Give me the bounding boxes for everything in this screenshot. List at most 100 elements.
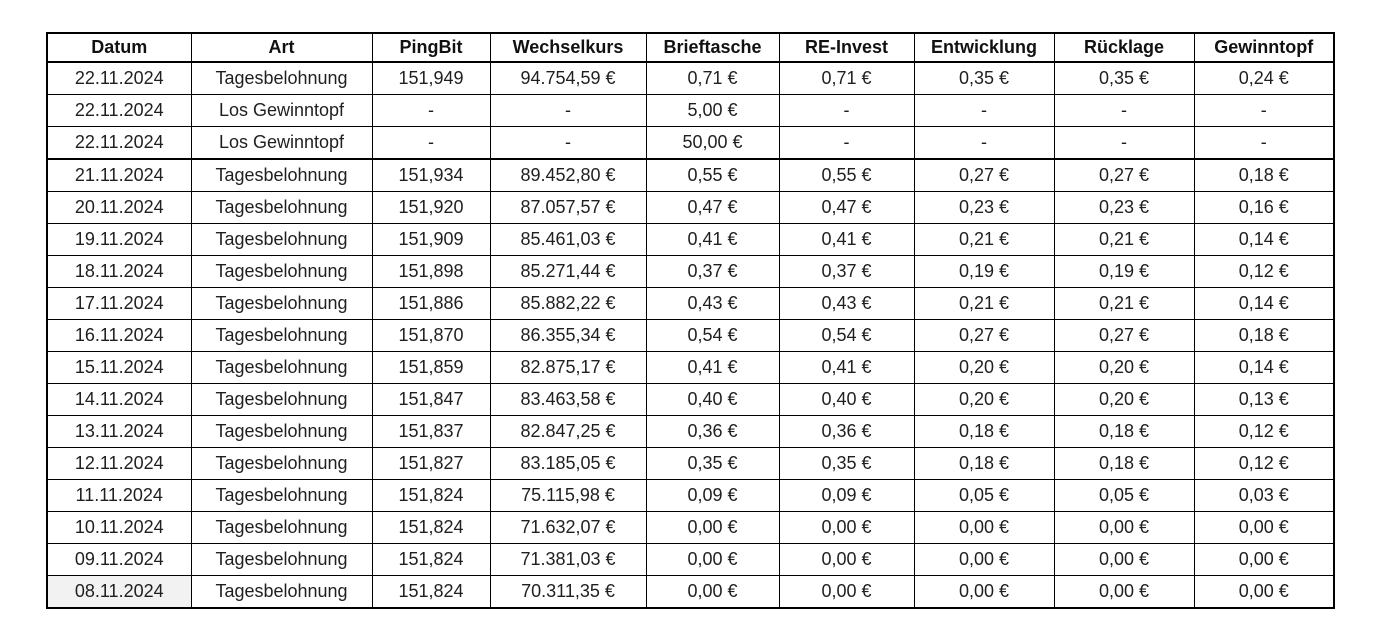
table-cell[interactable]: 0,00 € <box>913 543 1055 576</box>
table-cell[interactable]: 87.057,57 € <box>489 191 647 224</box>
table-cell[interactable]: 151,934 <box>371 158 491 192</box>
table-cell[interactable]: 0,18 € <box>1193 158 1335 192</box>
table-cell[interactable]: - <box>1193 126 1335 160</box>
table-cell[interactable]: 82.875,17 € <box>489 351 647 384</box>
table-cell[interactable]: 0,21 € <box>1053 223 1195 256</box>
table-cell[interactable]: Tagesbelohnung <box>190 351 373 384</box>
table-cell[interactable]: Tagesbelohnung <box>190 223 373 256</box>
table-cell[interactable]: 151,949 <box>371 61 491 95</box>
table-cell[interactable]: 71.381,03 € <box>489 543 647 576</box>
table-cell[interactable]: 0,41 € <box>778 351 915 384</box>
table-cell[interactable]: 13.11.2024 <box>46 415 192 448</box>
table-cell[interactable]: 0,00 € <box>778 543 915 576</box>
table-cell[interactable]: 0,21 € <box>1053 287 1195 320</box>
table-cell[interactable]: 0,20 € <box>1053 351 1195 384</box>
table-cell[interactable]: 83.463,58 € <box>489 383 647 416</box>
table-cell[interactable]: - <box>913 126 1055 160</box>
table-cell[interactable]: 151,920 <box>371 191 491 224</box>
table-cell[interactable]: 11.11.2024 <box>46 479 192 512</box>
table-cell[interactable]: 0,20 € <box>1053 383 1195 416</box>
table-cell[interactable]: 0,43 € <box>645 287 780 320</box>
active-cell[interactable]: 08.11.2024 <box>46 575 192 609</box>
table-cell[interactable]: 0,18 € <box>1193 319 1335 352</box>
table-cell[interactable]: Tagesbelohnung <box>190 383 373 416</box>
table-cell[interactable]: 14.11.2024 <box>46 383 192 416</box>
table-cell[interactable]: 0,47 € <box>778 191 915 224</box>
table-cell[interactable]: 0,18 € <box>1053 415 1195 448</box>
table-cell[interactable]: 20.11.2024 <box>46 191 192 224</box>
table-cell[interactable]: 0,71 € <box>645 61 780 95</box>
table-cell[interactable]: 22.11.2024 <box>46 126 192 160</box>
column-header-wechselkurs[interactable]: Wechselkurs <box>489 32 647 63</box>
table-cell[interactable]: 0,41 € <box>778 223 915 256</box>
table-cell[interactable]: 82.847,25 € <box>489 415 647 448</box>
table-cell[interactable]: 0,35 € <box>645 447 780 480</box>
table-cell[interactable]: 0,54 € <box>778 319 915 352</box>
table-cell[interactable]: 0,00 € <box>1053 511 1195 544</box>
table-cell[interactable]: 0,36 € <box>645 415 780 448</box>
table-cell[interactable]: 0,55 € <box>778 158 915 192</box>
table-cell[interactable]: 50,00 € <box>645 126 780 160</box>
table-cell[interactable]: 0,40 € <box>778 383 915 416</box>
table-cell[interactable]: 21.11.2024 <box>46 158 192 192</box>
table-cell[interactable]: - <box>371 94 491 127</box>
table-cell[interactable]: 94.754,59 € <box>489 61 647 95</box>
table-cell[interactable]: 0,27 € <box>1053 158 1195 192</box>
table-cell[interactable]: 0,05 € <box>913 479 1055 512</box>
table-cell[interactable]: Tagesbelohnung <box>190 191 373 224</box>
table-cell[interactable]: Tagesbelohnung <box>190 543 373 576</box>
table-cell[interactable]: 89.452,80 € <box>489 158 647 192</box>
table-cell[interactable]: 151,824 <box>371 511 491 544</box>
table-cell[interactable]: Tagesbelohnung <box>190 575 373 609</box>
column-header-entwicklung[interactable]: Entwicklung <box>913 32 1055 63</box>
table-cell[interactable]: Tagesbelohnung <box>190 255 373 288</box>
table-cell[interactable]: 0,16 € <box>1193 191 1335 224</box>
table-cell[interactable]: - <box>489 94 647 127</box>
table-cell[interactable]: 0,00 € <box>778 511 915 544</box>
table-cell[interactable]: 151,847 <box>371 383 491 416</box>
table-cell[interactable]: 85.461,03 € <box>489 223 647 256</box>
table-cell[interactable]: 0,00 € <box>1193 575 1335 609</box>
table-cell[interactable]: Los Gewinntopf <box>190 94 373 127</box>
table-cell[interactable]: 85.271,44 € <box>489 255 647 288</box>
table-cell[interactable]: 0,21 € <box>913 287 1055 320</box>
table-cell[interactable]: - <box>913 94 1055 127</box>
table-cell[interactable]: 22.11.2024 <box>46 61 192 95</box>
table-cell[interactable]: 0,27 € <box>913 158 1055 192</box>
table-cell[interactable]: 0,35 € <box>1053 61 1195 95</box>
table-cell[interactable]: - <box>778 126 915 160</box>
table-cell[interactable]: 0,21 € <box>913 223 1055 256</box>
column-header-datum[interactable]: Datum <box>46 32 192 63</box>
table-cell[interactable]: 85.882,22 € <box>489 287 647 320</box>
table-cell[interactable]: 0,19 € <box>913 255 1055 288</box>
table-cell[interactable]: Tagesbelohnung <box>190 415 373 448</box>
table-cell[interactable]: 18.11.2024 <box>46 255 192 288</box>
table-cell[interactable]: 83.185,05 € <box>489 447 647 480</box>
column-header-re-invest[interactable]: RE-Invest <box>778 32 915 63</box>
column-header-brieftasche[interactable]: Brieftasche <box>645 32 780 63</box>
table-cell[interactable]: 0,05 € <box>1053 479 1195 512</box>
table-cell[interactable]: 0,41 € <box>645 351 780 384</box>
table-cell[interactable]: 0,35 € <box>913 61 1055 95</box>
table-cell[interactable]: 70.311,35 € <box>489 575 647 609</box>
table-cell[interactable]: Tagesbelohnung <box>190 511 373 544</box>
table-cell[interactable]: 0,54 € <box>645 319 780 352</box>
table-cell[interactable]: 0,03 € <box>1193 479 1335 512</box>
table-cell[interactable]: Tagesbelohnung <box>190 158 373 192</box>
table-cell[interactable]: 16.11.2024 <box>46 319 192 352</box>
table-cell[interactable]: Tagesbelohnung <box>190 287 373 320</box>
table-cell[interactable]: 75.115,98 € <box>489 479 647 512</box>
column-header-r-cklage[interactable]: Rücklage <box>1053 32 1195 63</box>
table-cell[interactable]: 0,41 € <box>645 223 780 256</box>
table-cell[interactable]: Tagesbelohnung <box>190 319 373 352</box>
table-cell[interactable]: - <box>371 126 491 160</box>
table-cell[interactable]: 151,827 <box>371 447 491 480</box>
table-cell[interactable]: 0,27 € <box>913 319 1055 352</box>
table-cell[interactable]: Los Gewinntopf <box>190 126 373 160</box>
table-cell[interactable]: 151,824 <box>371 479 491 512</box>
table-cell[interactable]: Tagesbelohnung <box>190 61 373 95</box>
table-cell[interactable]: 0,09 € <box>645 479 780 512</box>
table-cell[interactable]: 09.11.2024 <box>46 543 192 576</box>
table-cell[interactable]: 151,898 <box>371 255 491 288</box>
column-header-art[interactable]: Art <box>190 32 373 63</box>
